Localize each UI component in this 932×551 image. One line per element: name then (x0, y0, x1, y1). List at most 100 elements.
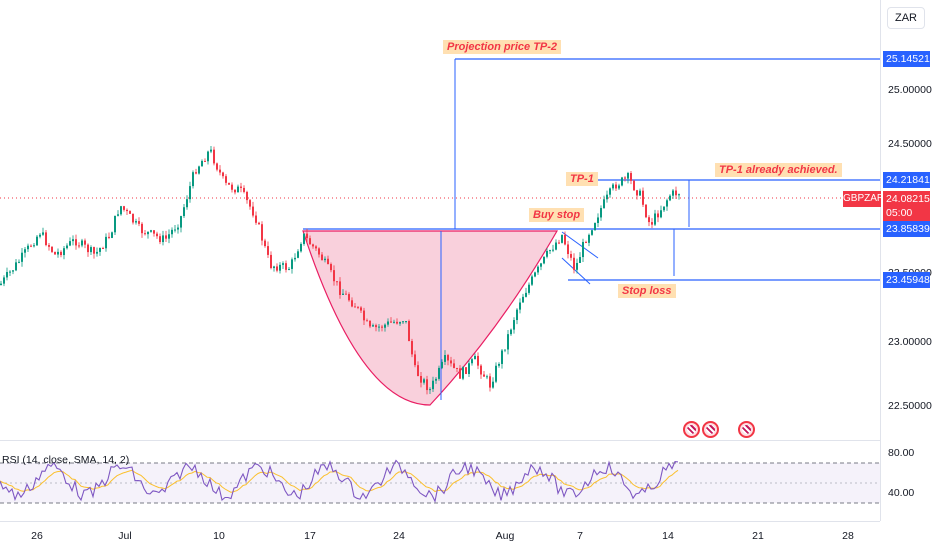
candle-body (162, 235, 164, 243)
candle-body (603, 199, 605, 209)
candle-body (51, 246, 53, 252)
candle-body (522, 296, 524, 303)
currency-button[interactable]: ZAR (887, 7, 925, 29)
candlestick-series (0, 145, 680, 395)
candle-body (606, 194, 608, 200)
candle-body (486, 376, 488, 378)
candle-body (48, 245, 50, 247)
candle-body (324, 258, 326, 261)
candle-body (204, 160, 206, 162)
handle-channel-top (561, 231, 599, 259)
candle-body (621, 177, 623, 186)
candle-body (72, 239, 74, 242)
rsi-legend[interactable]: RSI (14, close, SMA, 14, 2) (2, 454, 130, 466)
candle-body (570, 254, 572, 258)
candle-body (6, 272, 8, 278)
candle-body (540, 263, 542, 267)
candle-body (561, 234, 563, 243)
candle-body (195, 172, 197, 174)
candle-body (381, 326, 383, 328)
candle-body (9, 271, 11, 273)
time-tick: Aug (495, 530, 515, 542)
candle-body (375, 325, 377, 328)
candle-body (627, 173, 629, 179)
candle-body (546, 250, 548, 257)
candle-body (669, 195, 671, 201)
candle-body (549, 250, 551, 252)
candle-body (372, 325, 374, 327)
candle-body (402, 321, 404, 323)
candle-body (423, 379, 425, 383)
candle-body (459, 368, 461, 379)
current-price-value: 24.08215 (886, 193, 930, 205)
candle-body (252, 206, 254, 216)
candle-body (378, 326, 380, 328)
candle-body (231, 184, 233, 190)
candle-body (42, 232, 44, 235)
candle-body (633, 180, 635, 191)
candle-body (663, 206, 665, 211)
candle-body (87, 244, 89, 253)
uk-flag-icon[interactable] (738, 421, 755, 438)
candle-body (0, 283, 2, 285)
candle-body (24, 249, 26, 253)
rsi-line (0, 459, 679, 504)
current-price-tag: 24.08215 05:00 (883, 191, 930, 221)
candle-body (666, 200, 668, 207)
candle-body (75, 239, 77, 246)
price-chart[interactable] (0, 0, 880, 440)
candle-body (150, 230, 152, 232)
candle-body (639, 190, 641, 196)
uk-flag-icon[interactable] (702, 421, 719, 438)
candle-body (426, 379, 428, 391)
candle-body (483, 374, 485, 377)
candle-body (171, 229, 173, 235)
candle-body (240, 186, 242, 188)
candle-body (420, 376, 422, 383)
candle-body (474, 355, 476, 360)
candle-body (3, 277, 5, 284)
candle-body (411, 341, 413, 355)
candle-body (564, 234, 566, 245)
candle-body (249, 200, 251, 207)
candle-body (636, 190, 638, 196)
candle-body (315, 246, 317, 249)
candle-body (600, 208, 602, 218)
price-axis[interactable] (880, 0, 932, 521)
candle-body (468, 363, 470, 374)
stop-loss-price-tag: 23.45948 (883, 272, 930, 288)
candle-body (141, 223, 143, 234)
candle-body (612, 184, 614, 189)
candle-body (477, 355, 479, 366)
price-tick: 25.00000 (888, 84, 932, 96)
candle-body (291, 259, 293, 269)
uk-flag-icon[interactable] (683, 421, 700, 438)
candle-body (654, 213, 656, 225)
candle-body (105, 236, 107, 249)
projection-label: Projection price TP-2 (443, 40, 562, 54)
candle-body (264, 240, 266, 247)
candle-body (33, 245, 35, 247)
time-tick: 7 (577, 530, 583, 542)
time-axis[interactable] (0, 521, 880, 551)
pane-divider[interactable] (0, 440, 932, 441)
stop-loss-label: Stop loss (618, 284, 676, 298)
candle-body (591, 230, 593, 235)
candle-body (222, 172, 224, 177)
candle-body (327, 258, 329, 265)
candle-body (414, 354, 416, 366)
candle-body (624, 177, 626, 179)
rsi-pane[interactable] (0, 441, 880, 521)
candle-body (132, 213, 134, 223)
candle-body (177, 227, 179, 230)
candle-body (618, 185, 620, 189)
candle-body (168, 234, 170, 239)
candle-body (90, 247, 92, 253)
candle-body (651, 222, 653, 225)
candle-body (531, 276, 533, 285)
candle-body (435, 378, 437, 381)
candle-body (237, 186, 239, 193)
candle-body (144, 233, 146, 235)
cup-pattern (302, 230, 559, 406)
candle-body (678, 194, 680, 196)
